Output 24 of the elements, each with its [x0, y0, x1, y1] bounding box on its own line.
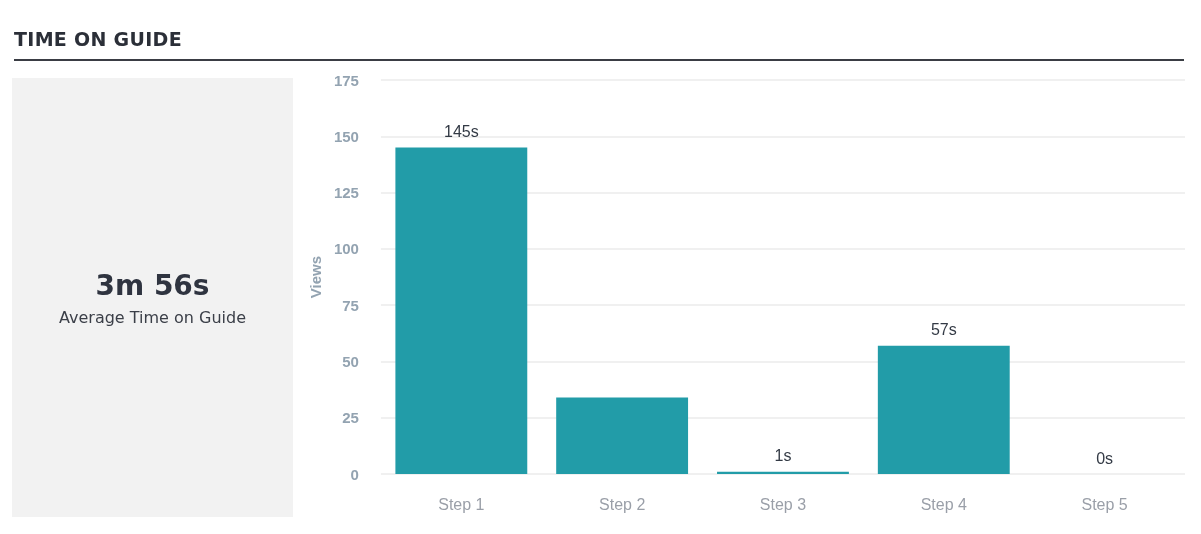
- y-tick-label: 0: [350, 465, 359, 483]
- y-tick-label: 125: [333, 184, 359, 202]
- y-tick-label: 150: [333, 127, 359, 145]
- x-tick-label: Step 2: [599, 495, 646, 513]
- x-tick-label: Step 1: [438, 495, 485, 513]
- x-tick-label: Step 5: [1081, 495, 1128, 513]
- text: Average Time on Guide: [58, 307, 247, 327]
- y-tick-label: 50: [342, 352, 359, 370]
- y-tick-label: 100: [333, 240, 359, 258]
- text: 3m 56s: [95, 268, 210, 302]
- bar: [877, 345, 1010, 474]
- text: TIME ON GUIDE: [14, 28, 182, 50]
- y-tick-label: 175: [333, 71, 359, 89]
- data-label: 1s: [774, 447, 792, 465]
- bar: [556, 397, 689, 474]
- y-tick-label: 25: [342, 409, 359, 427]
- bar: [395, 147, 528, 474]
- data-label: 0s: [1096, 449, 1114, 467]
- y-axis-title: Views: [307, 255, 324, 299]
- x-tick-label: Step 3: [759, 495, 807, 513]
- data-label: 57s: [930, 321, 957, 339]
- y-tick-label: 75: [342, 296, 359, 314]
- x-tick-label: Step 4: [920, 495, 967, 513]
- data-label: 145s: [443, 123, 479, 141]
